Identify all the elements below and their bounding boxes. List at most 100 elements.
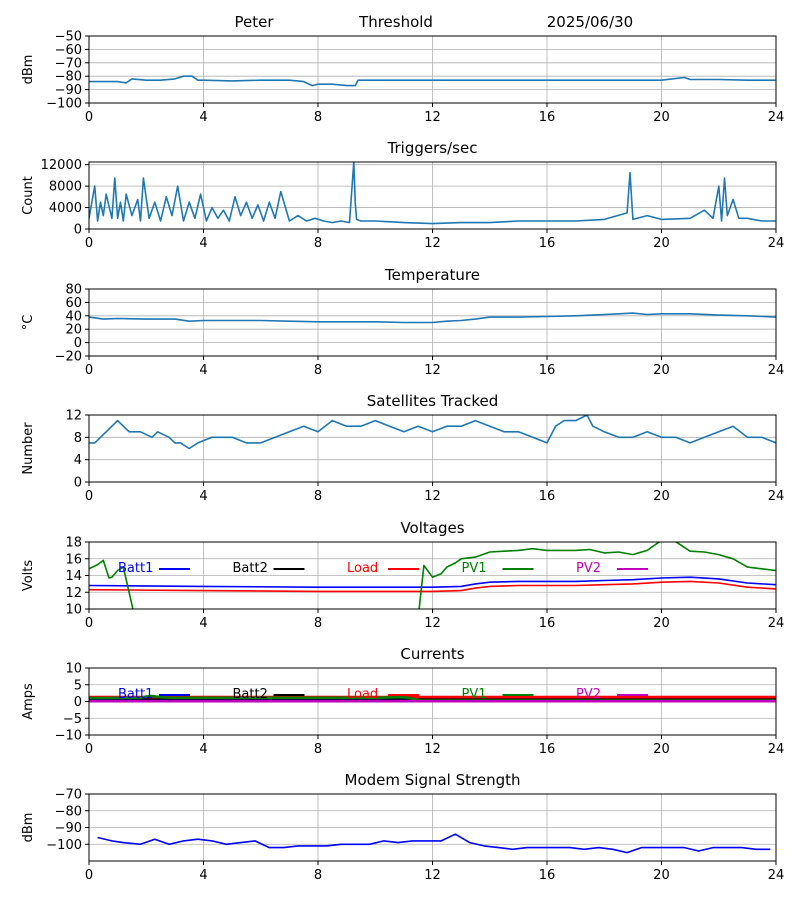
- x-tick-label: 0: [85, 742, 93, 757]
- y-axis-label: dBm: [21, 813, 36, 843]
- plot-area: [89, 542, 776, 609]
- x-tick-label: 20: [653, 363, 670, 378]
- legend-label-batt2: Batt2: [233, 687, 268, 702]
- series-line-pv1: [89, 542, 776, 609]
- y-tick-label: 14: [65, 569, 82, 584]
- x-tick-label: 24: [768, 110, 785, 125]
- header-date: 2025/06/30: [547, 13, 633, 31]
- y-tick-label: 16: [65, 552, 82, 567]
- series-line-0: [89, 312, 776, 324]
- x-tick-label: 20: [653, 489, 670, 504]
- x-tick-label: 16: [539, 236, 556, 251]
- y-tick-label: 20: [65, 323, 82, 338]
- x-tick-label: 16: [539, 616, 556, 631]
- y-tick-label: −100: [46, 838, 82, 853]
- x-tick-label: 12: [424, 742, 441, 757]
- legend-label-load: Load: [347, 687, 378, 702]
- legend-label-pv1: PV1: [462, 561, 487, 576]
- chart-title: Modem Signal Strength: [345, 771, 521, 789]
- x-tick-label: 8: [314, 110, 322, 125]
- x-tick-label: 20: [653, 236, 670, 251]
- y-tick-label: 0: [74, 476, 82, 491]
- series-line-0: [89, 162, 776, 225]
- y-tick-label: 12: [65, 586, 82, 601]
- x-tick-label: 12: [424, 363, 441, 378]
- y-tick-label: 12: [65, 409, 82, 424]
- y-tick-label: 5: [74, 678, 82, 693]
- x-tick-label: 12: [424, 868, 441, 883]
- legend-label-load: Load: [347, 561, 378, 576]
- y-axis-label: Amps: [21, 683, 36, 720]
- series-line-pv1: [89, 694, 776, 702]
- x-tick-label: 0: [85, 363, 93, 378]
- y-tick-label: 80: [65, 283, 82, 298]
- page-header: Peter Threshold 2025/06/30: [234, 13, 633, 31]
- y-tick-label: 18: [65, 536, 82, 551]
- x-tick-label: 8: [314, 489, 322, 504]
- y-tick-label: −80: [55, 804, 82, 819]
- x-tick-label: 0: [85, 110, 93, 125]
- x-tick-label: 12: [424, 110, 441, 125]
- plot-area: [89, 75, 776, 87]
- legend-label-pv1: PV1: [462, 687, 487, 702]
- y-tick-label: 60: [65, 296, 82, 311]
- x-tick-label: 0: [85, 868, 93, 883]
- x-tick-label: 4: [199, 868, 207, 883]
- series-line-0: [89, 415, 776, 450]
- x-tick-label: 4: [199, 363, 207, 378]
- x-tick-label: 24: [768, 236, 785, 251]
- x-tick-label: 4: [199, 742, 207, 757]
- y-tick-label: 0: [74, 695, 82, 710]
- legend-label-pv2: PV2: [576, 687, 601, 702]
- series-line-load: [89, 580, 776, 593]
- x-tick-label: 12: [424, 489, 441, 504]
- legend-label-batt1: Batt1: [118, 561, 153, 576]
- x-tick-label: 12: [424, 616, 441, 631]
- x-tick-label: 16: [539, 868, 556, 883]
- x-tick-label: 8: [314, 742, 322, 757]
- header-site: Peter: [234, 13, 274, 31]
- y-tick-label: 0: [74, 223, 82, 238]
- y-tick-label: −70: [55, 788, 82, 803]
- y-tick-label: −5: [63, 712, 82, 727]
- chart-title: Temperature: [384, 266, 480, 284]
- x-tick-label: 20: [653, 742, 670, 757]
- plot-area: [97, 833, 771, 854]
- y-tick-label: 8000: [49, 180, 82, 195]
- y-tick-label: 10: [65, 603, 82, 618]
- x-tick-label: 4: [199, 489, 207, 504]
- x-tick-label: 24: [768, 868, 785, 883]
- x-tick-label: 8: [314, 868, 322, 883]
- x-tick-label: 16: [539, 110, 556, 125]
- x-tick-label: 0: [85, 616, 93, 631]
- x-tick-label: 8: [314, 616, 322, 631]
- x-tick-label: 4: [199, 236, 207, 251]
- x-tick-label: 24: [768, 616, 785, 631]
- x-tick-label: 16: [539, 742, 556, 757]
- chart-title: Satellites Tracked: [367, 392, 498, 410]
- y-tick-label: −100: [46, 97, 82, 112]
- y-tick-label: −90: [55, 83, 82, 98]
- y-tick-label: −70: [55, 56, 82, 71]
- legend-label-pv2: PV2: [576, 561, 601, 576]
- legend-label-batt1: Batt1: [118, 687, 153, 702]
- series-line-0: [89, 75, 776, 87]
- x-tick-label: 20: [653, 616, 670, 631]
- legend: Batt1 Batt2 Load PV1 PV2: [118, 687, 648, 702]
- x-tick-label: 8: [314, 363, 322, 378]
- x-tick-label: 12: [424, 236, 441, 251]
- chart-panel-3: 0 4 8 12 16 20 24 0 4 8 12 Satellites Tracked Number: [21, 392, 784, 504]
- x-tick-label: 24: [768, 363, 785, 378]
- y-tick-label: −80: [55, 70, 82, 85]
- x-tick-label: 0: [85, 236, 93, 251]
- y-tick-label: 10: [65, 662, 82, 677]
- y-tick-label: 40: [65, 309, 82, 324]
- y-tick-label: 8: [74, 431, 82, 446]
- y-tick-label: 4000: [49, 201, 82, 216]
- chart-title: Currents: [400, 645, 464, 663]
- header-mode: Threshold: [358, 13, 433, 31]
- series-line-batt1: [89, 576, 776, 589]
- y-tick-label: 0: [74, 336, 82, 351]
